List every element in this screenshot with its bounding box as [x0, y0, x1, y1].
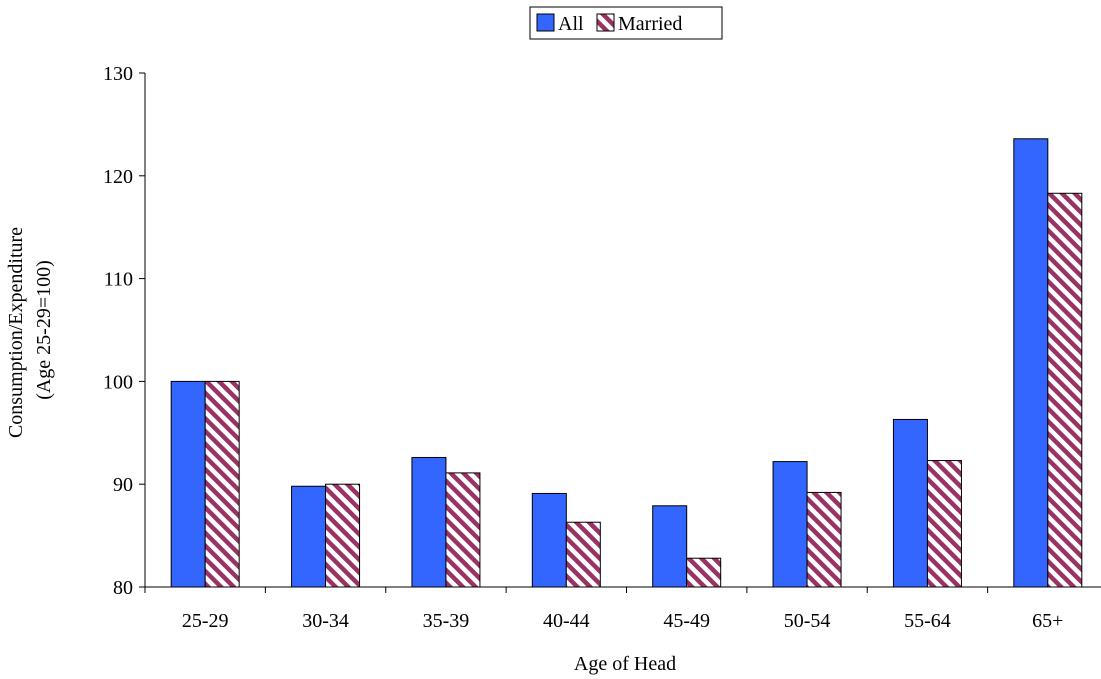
x-tick-label: 55-64 [904, 610, 951, 632]
y-tick-label: 120 [103, 166, 133, 188]
x-tick-label: 65+ [1032, 610, 1063, 632]
y-axis-title-line-1: Consumption/Expenditure [5, 227, 27, 438]
bar-married-25-29 [204, 380, 240, 588]
x-axis-ticks: 25-29 30-34 35-39 40-44 45-49 50-54 55-64 65+ [144, 587, 1063, 632]
y-tick-label: 80 [113, 577, 133, 599]
bar-all-30-34 [291, 485, 327, 588]
x-tick-label: 25-29 [182, 610, 229, 632]
bar-married-30-34 [325, 483, 361, 588]
y-tick-label: 90 [113, 474, 133, 496]
legend-label-married: Married [618, 13, 682, 35]
x-tick-label: 45-49 [663, 610, 710, 632]
legend: All Married [529, 6, 723, 40]
bar-all-45-49 [652, 505, 688, 588]
bar-married-35-39 [445, 472, 481, 588]
legend-swatch-married [596, 13, 615, 32]
bar-all-35-39 [411, 456, 447, 588]
y-axis-title-line-2: (Age 25-29=100) [33, 260, 55, 400]
bar-married-55-64 [926, 460, 962, 588]
bar-all-25-29 [170, 380, 206, 588]
bar-all-55-64 [892, 418, 928, 588]
legend-box [529, 6, 723, 40]
y-tick-label: 110 [104, 269, 133, 291]
x-tick-label: 35-39 [423, 610, 470, 632]
x-tick-label: 30-34 [302, 610, 349, 632]
bar-married-65+ [1047, 192, 1083, 588]
bar-married-40-44 [565, 521, 601, 588]
y-axis-title: Consumption/Expenditure (Age 25-29=100) [5, 222, 55, 438]
bars [170, 138, 1083, 588]
legend-swatch-all [536, 13, 555, 32]
bar-all-40-44 [531, 492, 567, 588]
y-tick-label: 130 [103, 63, 133, 85]
x-tick-label: 50-54 [784, 610, 831, 632]
bar-married-50-54 [806, 491, 842, 588]
y-tick-label: 100 [103, 371, 133, 393]
bar-married-45-49 [686, 557, 722, 588]
x-tick-label: 40-44 [543, 610, 590, 632]
legend-label-all: All [558, 13, 584, 35]
bar-all-50-54 [772, 461, 808, 588]
bar-all-65+ [1013, 138, 1049, 588]
y-axis-ticks: 80 90 100 110 120 130 [103, 63, 145, 599]
x-axis-title: Age of Head [574, 653, 676, 675]
